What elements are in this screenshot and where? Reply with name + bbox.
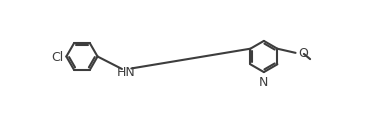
- Text: N: N: [259, 76, 268, 88]
- Text: HN: HN: [117, 65, 135, 78]
- Text: Cl: Cl: [51, 51, 63, 63]
- Text: O: O: [299, 47, 308, 60]
